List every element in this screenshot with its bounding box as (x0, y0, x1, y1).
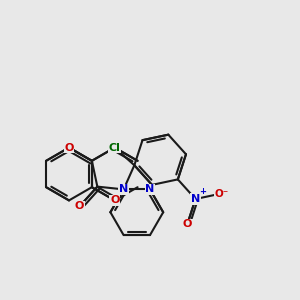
Text: N: N (191, 194, 200, 204)
Text: O: O (64, 142, 74, 153)
Text: +: + (200, 187, 206, 196)
Text: O: O (110, 195, 119, 206)
Text: Cl: Cl (109, 142, 121, 153)
Text: N: N (119, 184, 128, 194)
Text: O: O (183, 219, 192, 229)
Text: N: N (146, 184, 154, 194)
Text: O⁻: O⁻ (214, 188, 228, 199)
Text: O: O (75, 201, 84, 211)
